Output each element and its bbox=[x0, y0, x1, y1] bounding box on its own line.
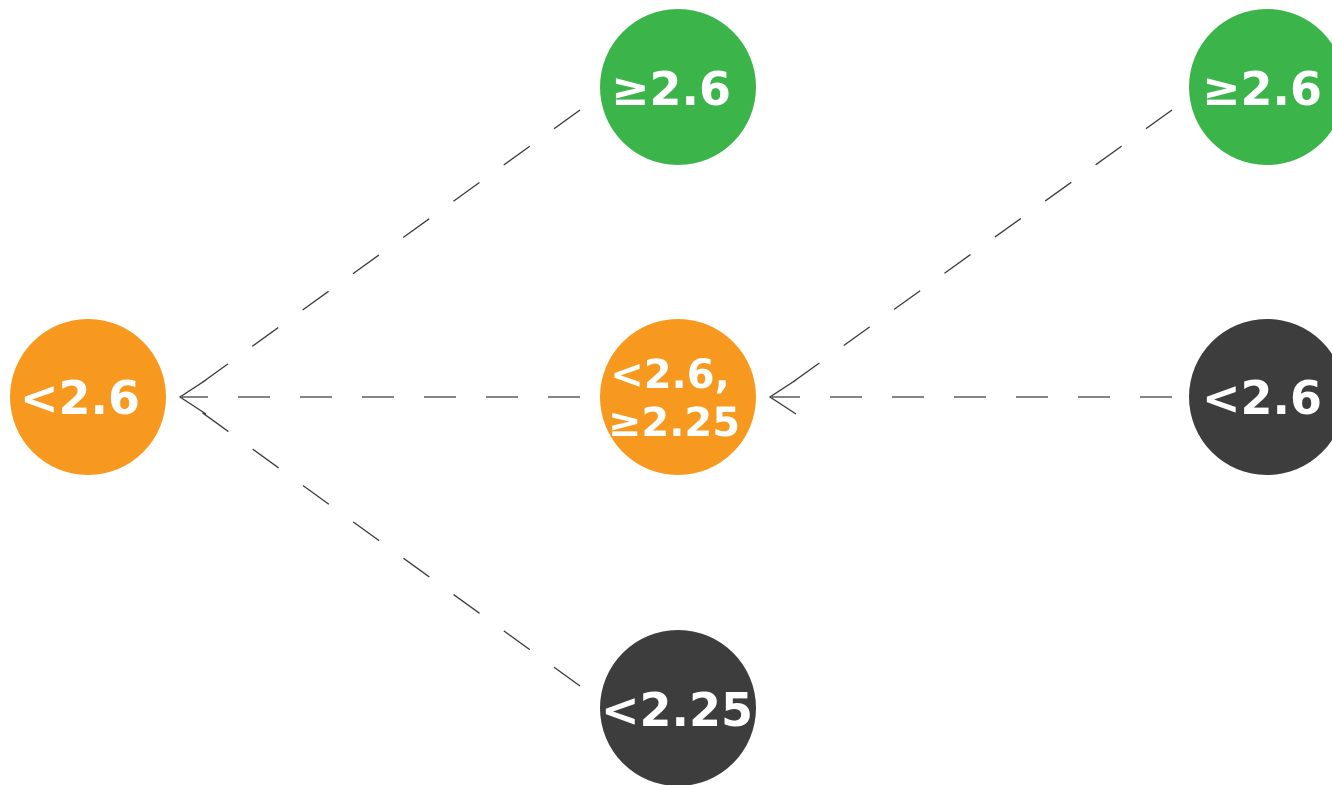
node-right-top-label: ≥2.6 bbox=[1202, 62, 1322, 116]
node-mid-top: ≥2.6 bbox=[600, 9, 756, 165]
node-mid-center: <2.6, ≥2.25 bbox=[600, 319, 756, 475]
node-mid-center-label-line1: <2.6, bbox=[610, 352, 730, 398]
node-right-center: <2.6 bbox=[1189, 319, 1332, 475]
edge-righttop-to-midcenter bbox=[771, 109, 1173, 398]
node-mid-top-label: ≥2.6 bbox=[611, 62, 731, 116]
node-mid-center-label-line2: ≥2.25 bbox=[608, 400, 740, 446]
arrowhead-mid bbox=[768, 379, 797, 415]
node-mid-bottom: <2.25 bbox=[600, 630, 756, 785]
node-left-label: <2.6 bbox=[20, 371, 140, 425]
node-right-top: ≥2.6 bbox=[1189, 9, 1332, 165]
node-left: <2.6 bbox=[10, 319, 166, 475]
edge-midtop-to-left bbox=[181, 109, 581, 398]
node-mid-bottom-label: <2.25 bbox=[601, 683, 753, 737]
edge-midbottom-to-left bbox=[181, 397, 581, 687]
arrowhead-left bbox=[178, 379, 207, 415]
node-right-center-label: <2.6 bbox=[1202, 371, 1322, 425]
